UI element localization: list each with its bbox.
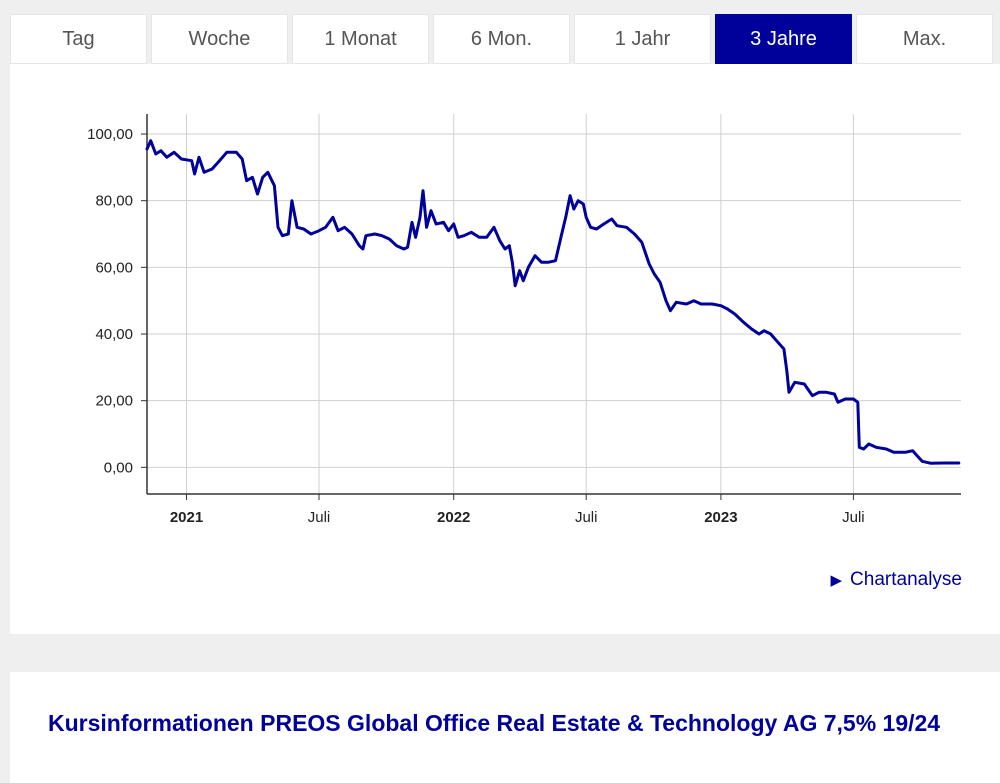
price-line <box>145 139 961 465</box>
x-tick-label: Juli <box>575 509 598 526</box>
tab-woche[interactable]: Woche <box>151 14 288 64</box>
tab-tag[interactable]: Tag <box>10 14 147 64</box>
chart-card: 0,00 20,00 40,00 60,00 80,00 100,00 2021 Juli 20… <box>10 64 1000 634</box>
x-tick-label: 2023 <box>704 509 737 526</box>
y-tick-label: 80,00 <box>95 193 133 210</box>
tab-3-jahre[interactable]: 3 Jahre <box>715 14 852 64</box>
info-card: Kursinformationen PREOS Global Office Re… <box>10 672 1000 783</box>
tab-1-monat[interactable]: 1 Monat <box>292 14 429 64</box>
play-arrow-icon: ▶ <box>830 572 843 589</box>
chart-series <box>145 139 961 465</box>
chartanalyse-label: Chartanalyse <box>850 569 962 590</box>
chartanalyse-link[interactable]: ▶ Chartanalyse <box>831 569 963 591</box>
y-tick-label: 100,00 <box>87 126 133 143</box>
chart-tick-labels: 0,00 20,00 40,00 60,00 80,00 100,00 2021 Juli 20… <box>87 126 865 526</box>
section-title: Kursinformationen PREOS Global Office Re… <box>48 710 941 736</box>
y-tick-label: 60,00 <box>95 259 133 276</box>
x-tick-label: Juli <box>308 509 331 526</box>
x-tick-label: Juli <box>842 509 865 526</box>
chart-axes <box>141 114 961 500</box>
x-tick-label: 2022 <box>437 509 470 526</box>
y-tick-label: 0,00 <box>104 459 133 476</box>
chart-grid <box>147 114 961 494</box>
tab-max[interactable]: Max. <box>856 14 993 64</box>
y-tick-label: 20,00 <box>95 393 133 410</box>
y-tick-label: 40,00 <box>95 326 133 343</box>
tab-6-mon[interactable]: 6 Mon. <box>433 14 570 64</box>
tab-1-jahr[interactable]: 1 Jahr <box>574 14 711 64</box>
x-tick-label: 2021 <box>170 509 203 526</box>
price-chart: 0,00 20,00 40,00 60,00 80,00 100,00 2021 Juli 20… <box>87 114 961 526</box>
timeframe-tabs: Tag Woche 1 Monat 6 Mon. 1 Jahr 3 Jahre … <box>10 14 1000 64</box>
